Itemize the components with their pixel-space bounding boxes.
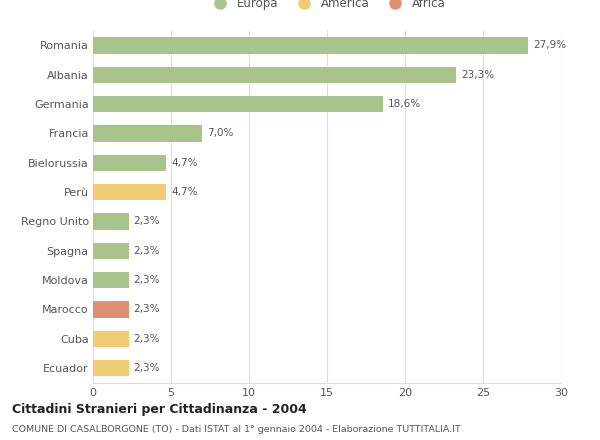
Text: 2,3%: 2,3% (134, 334, 160, 344)
Text: 7,0%: 7,0% (207, 128, 233, 139)
Text: 4,7%: 4,7% (171, 187, 197, 197)
Text: 2,3%: 2,3% (134, 246, 160, 256)
Text: 2,3%: 2,3% (134, 363, 160, 373)
Text: 2,3%: 2,3% (134, 216, 160, 227)
Bar (93, 360, 129, 376)
Bar (93, 213, 129, 230)
Legend: Europa, America, Africa: Europa, America, Africa (206, 0, 448, 12)
Bar (93, 155, 166, 171)
Text: 4,7%: 4,7% (171, 158, 197, 168)
Bar (93, 184, 166, 200)
Bar (93, 331, 129, 347)
Text: COMUNE DI CASALBORGONE (TO) - Dati ISTAT al 1° gennaio 2004 - Elaborazione TUTTI: COMUNE DI CASALBORGONE (TO) - Dati ISTAT… (12, 425, 461, 433)
Text: Cittadini Stranieri per Cittadinanza - 2004: Cittadini Stranieri per Cittadinanza - 2… (12, 403, 307, 416)
Bar (93, 67, 457, 83)
Bar (93, 96, 383, 112)
Text: 23,3%: 23,3% (461, 70, 494, 80)
Text: 2,3%: 2,3% (134, 304, 160, 315)
Text: 27,9%: 27,9% (533, 40, 566, 51)
Bar (93, 243, 129, 259)
Bar (93, 37, 528, 54)
Bar (93, 301, 129, 318)
Text: 2,3%: 2,3% (134, 275, 160, 285)
Text: 18,6%: 18,6% (388, 99, 421, 109)
Bar (93, 125, 202, 142)
Bar (93, 272, 129, 288)
